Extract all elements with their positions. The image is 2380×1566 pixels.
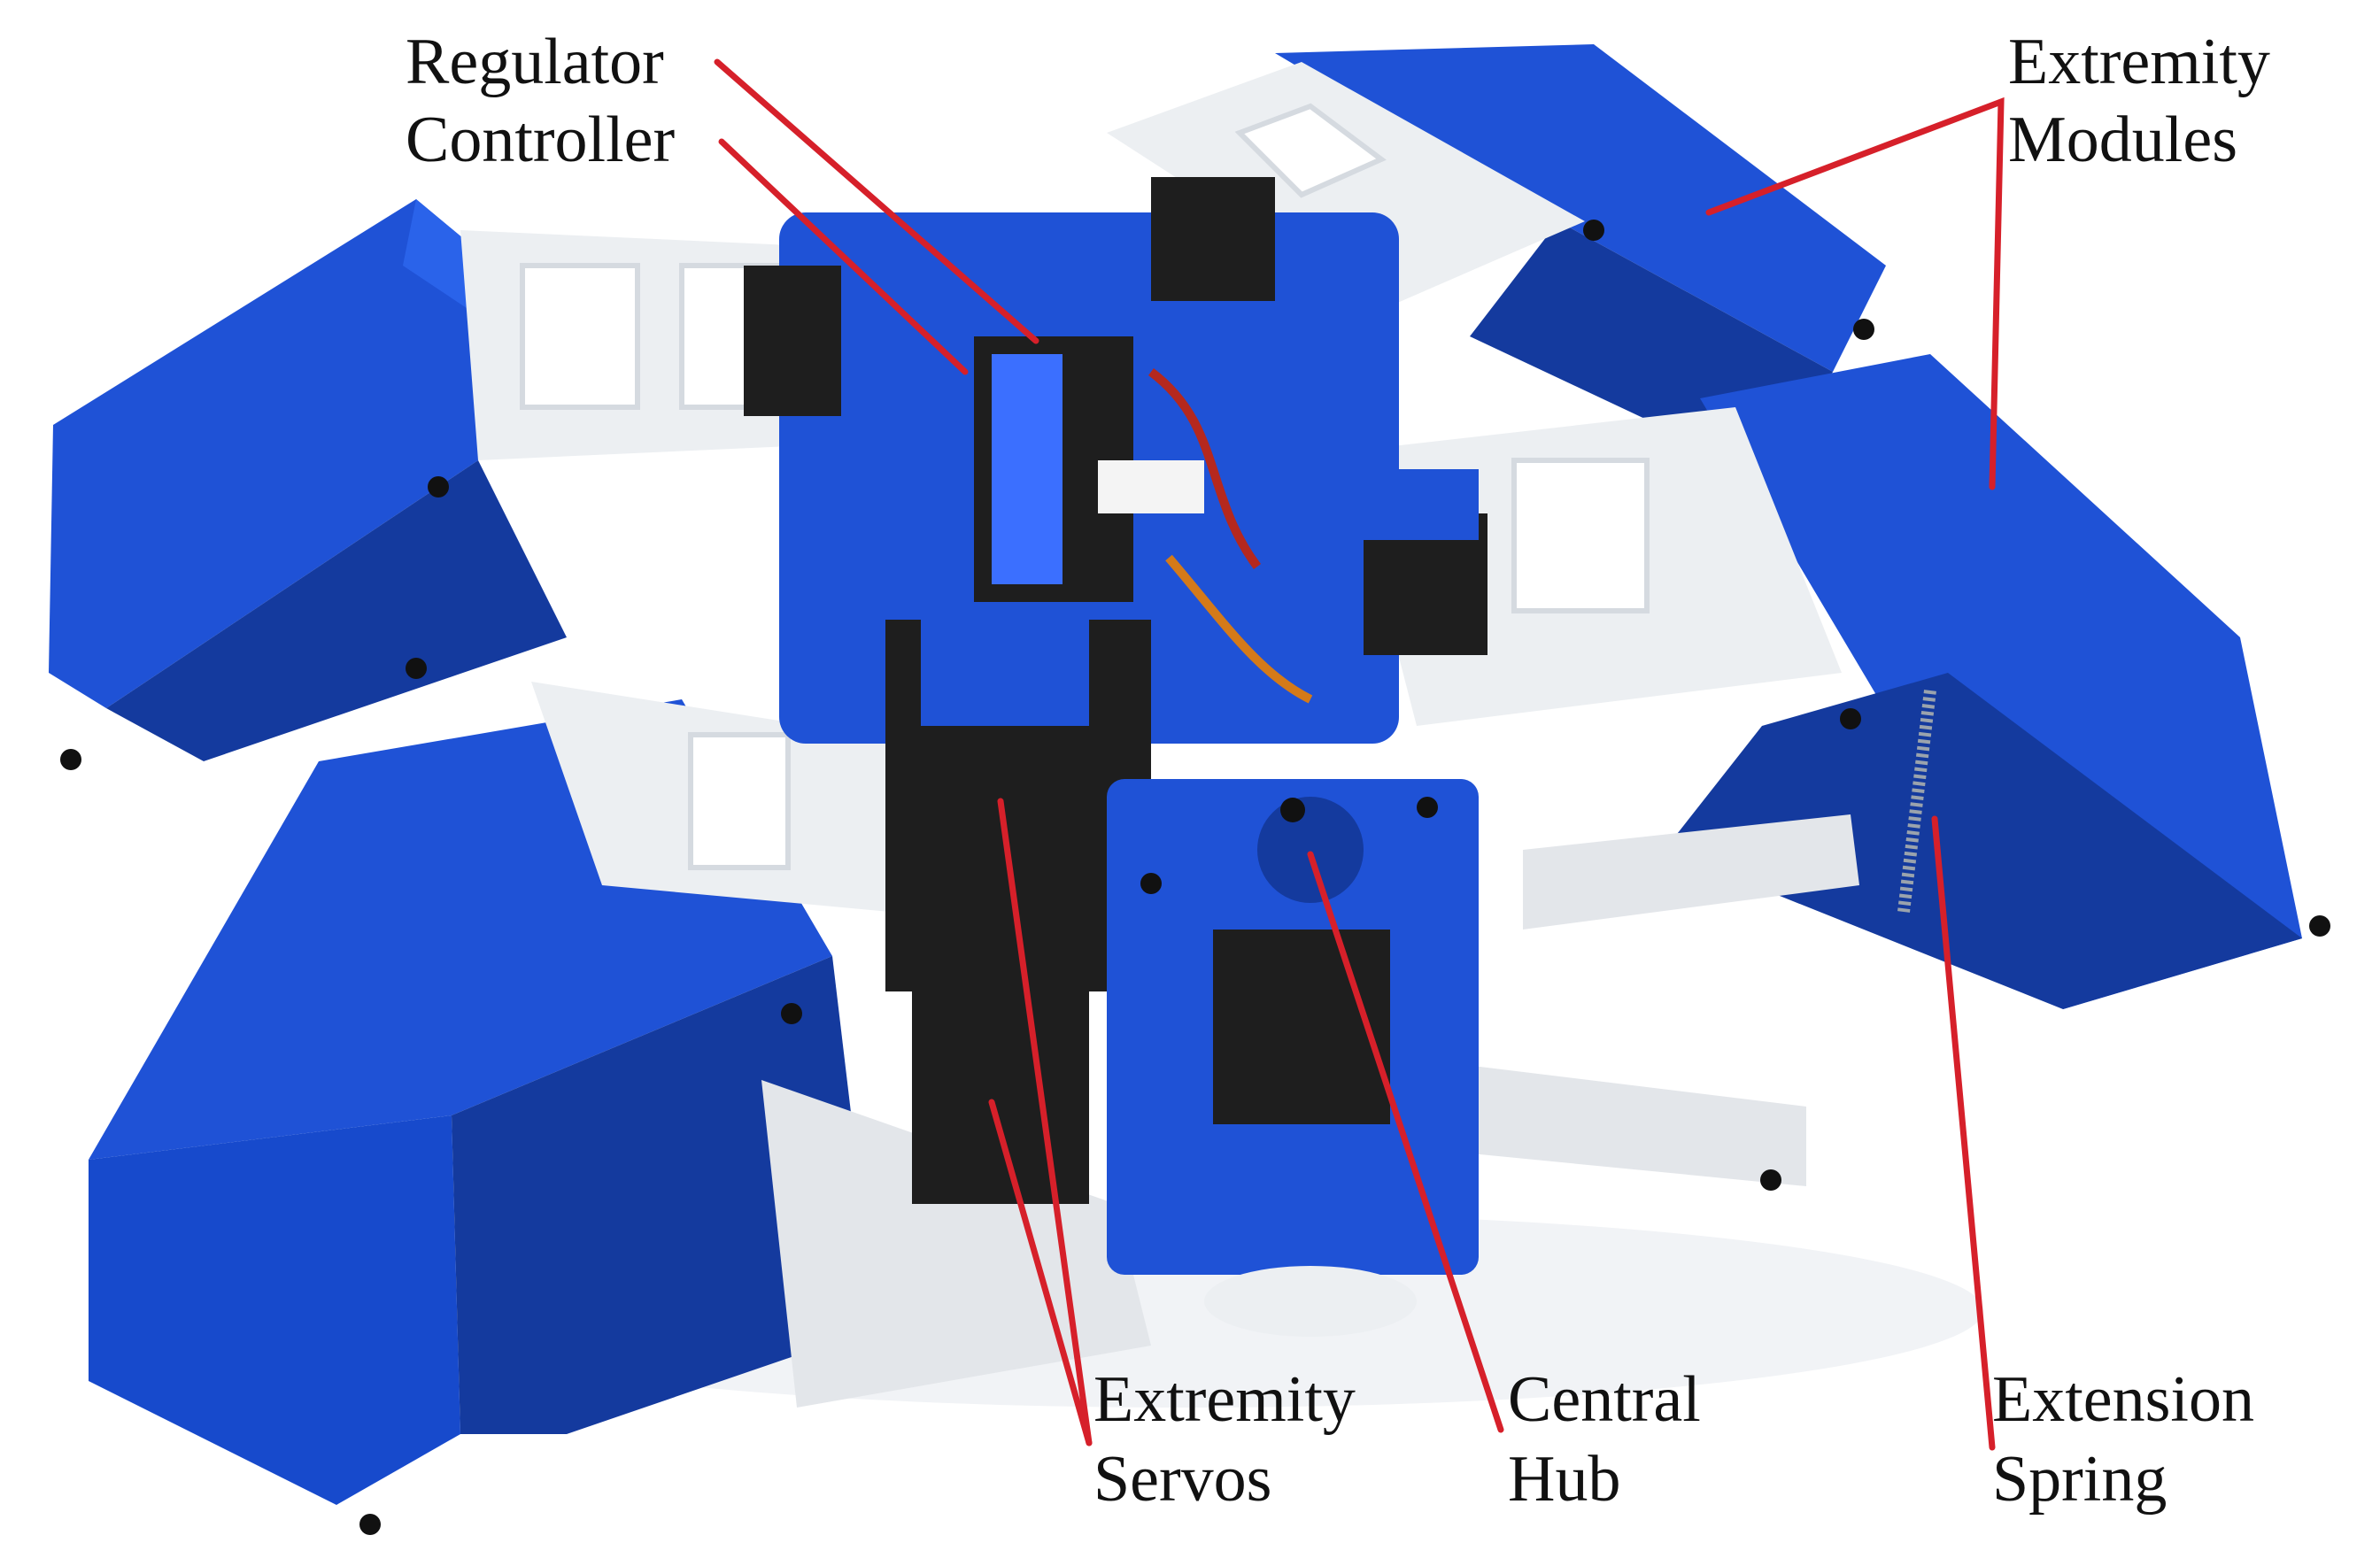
label-extremity-modules-line1: Extremity: [2008, 26, 2270, 98]
label-central-hub-line2: Hub: [1508, 1443, 1620, 1516]
servos: [744, 177, 1488, 726]
label-extension-spring-line2: Spring: [1992, 1443, 2167, 1516]
extension-spring: [1897, 690, 1936, 913]
leader-lines: [714, 58, 2005, 1451]
white-frame-bottom: [1443, 814, 1859, 1186]
leader-extension-spring: [1931, 815, 1996, 1451]
leader-controller: [718, 138, 969, 375]
label-extremity-servos-line2: Servos: [1093, 1443, 1271, 1516]
leader-central-hub: [1307, 851, 1504, 1433]
extremity-module-right: [1665, 354, 2302, 1009]
leader-extremity-modules: [1705, 96, 2005, 490]
white-frame-top: [1107, 62, 1585, 310]
robot-photo: [49, 44, 2330, 1535]
labels: Regulator Controller Extremity Modules E…: [406, 26, 2270, 1516]
label-extremity-modules-line2: Modules: [2008, 104, 2237, 176]
label-extension-spring-line1: Extension: [1992, 1363, 2254, 1436]
leader-servos-a: [997, 798, 1093, 1446]
leader-regulator: [714, 58, 1039, 344]
leader-servos-b: [988, 1099, 1093, 1446]
label-regulator: Regulator: [406, 26, 664, 98]
label-controller: Controller: [406, 104, 675, 176]
controller-board: [974, 336, 1313, 704]
label-central-hub-line1: Central: [1508, 1363, 1701, 1436]
label-extremity-servos-line1: Extremity: [1093, 1363, 1356, 1436]
screws: [60, 220, 2330, 1535]
